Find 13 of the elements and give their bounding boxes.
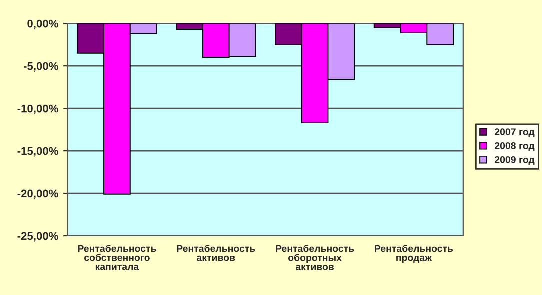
y-tick-label: -25,00% — [18, 232, 58, 242]
y-tick-label: 0,00% — [28, 20, 58, 30]
legend-label: 2008 год — [494, 142, 535, 152]
x-tick-label: Рентабельность продаж — [375, 244, 454, 264]
x-tick-label: Рентабельность активов — [177, 244, 256, 262]
x-tick-label: Рентабельность собственного капитала — [78, 244, 156, 270]
y-tick-label: -20,00% — [18, 190, 58, 200]
y-tick-label: -5,00% — [24, 62, 58, 72]
y-tick-label: -15,00% — [18, 147, 58, 157]
legend-label: 2009 год — [494, 156, 535, 166]
legend-label: 2007 год — [494, 128, 535, 138]
y-tick-label: -10,00% — [18, 104, 58, 114]
x-tick-label: Рентабельность оборотных активов — [276, 244, 354, 270]
